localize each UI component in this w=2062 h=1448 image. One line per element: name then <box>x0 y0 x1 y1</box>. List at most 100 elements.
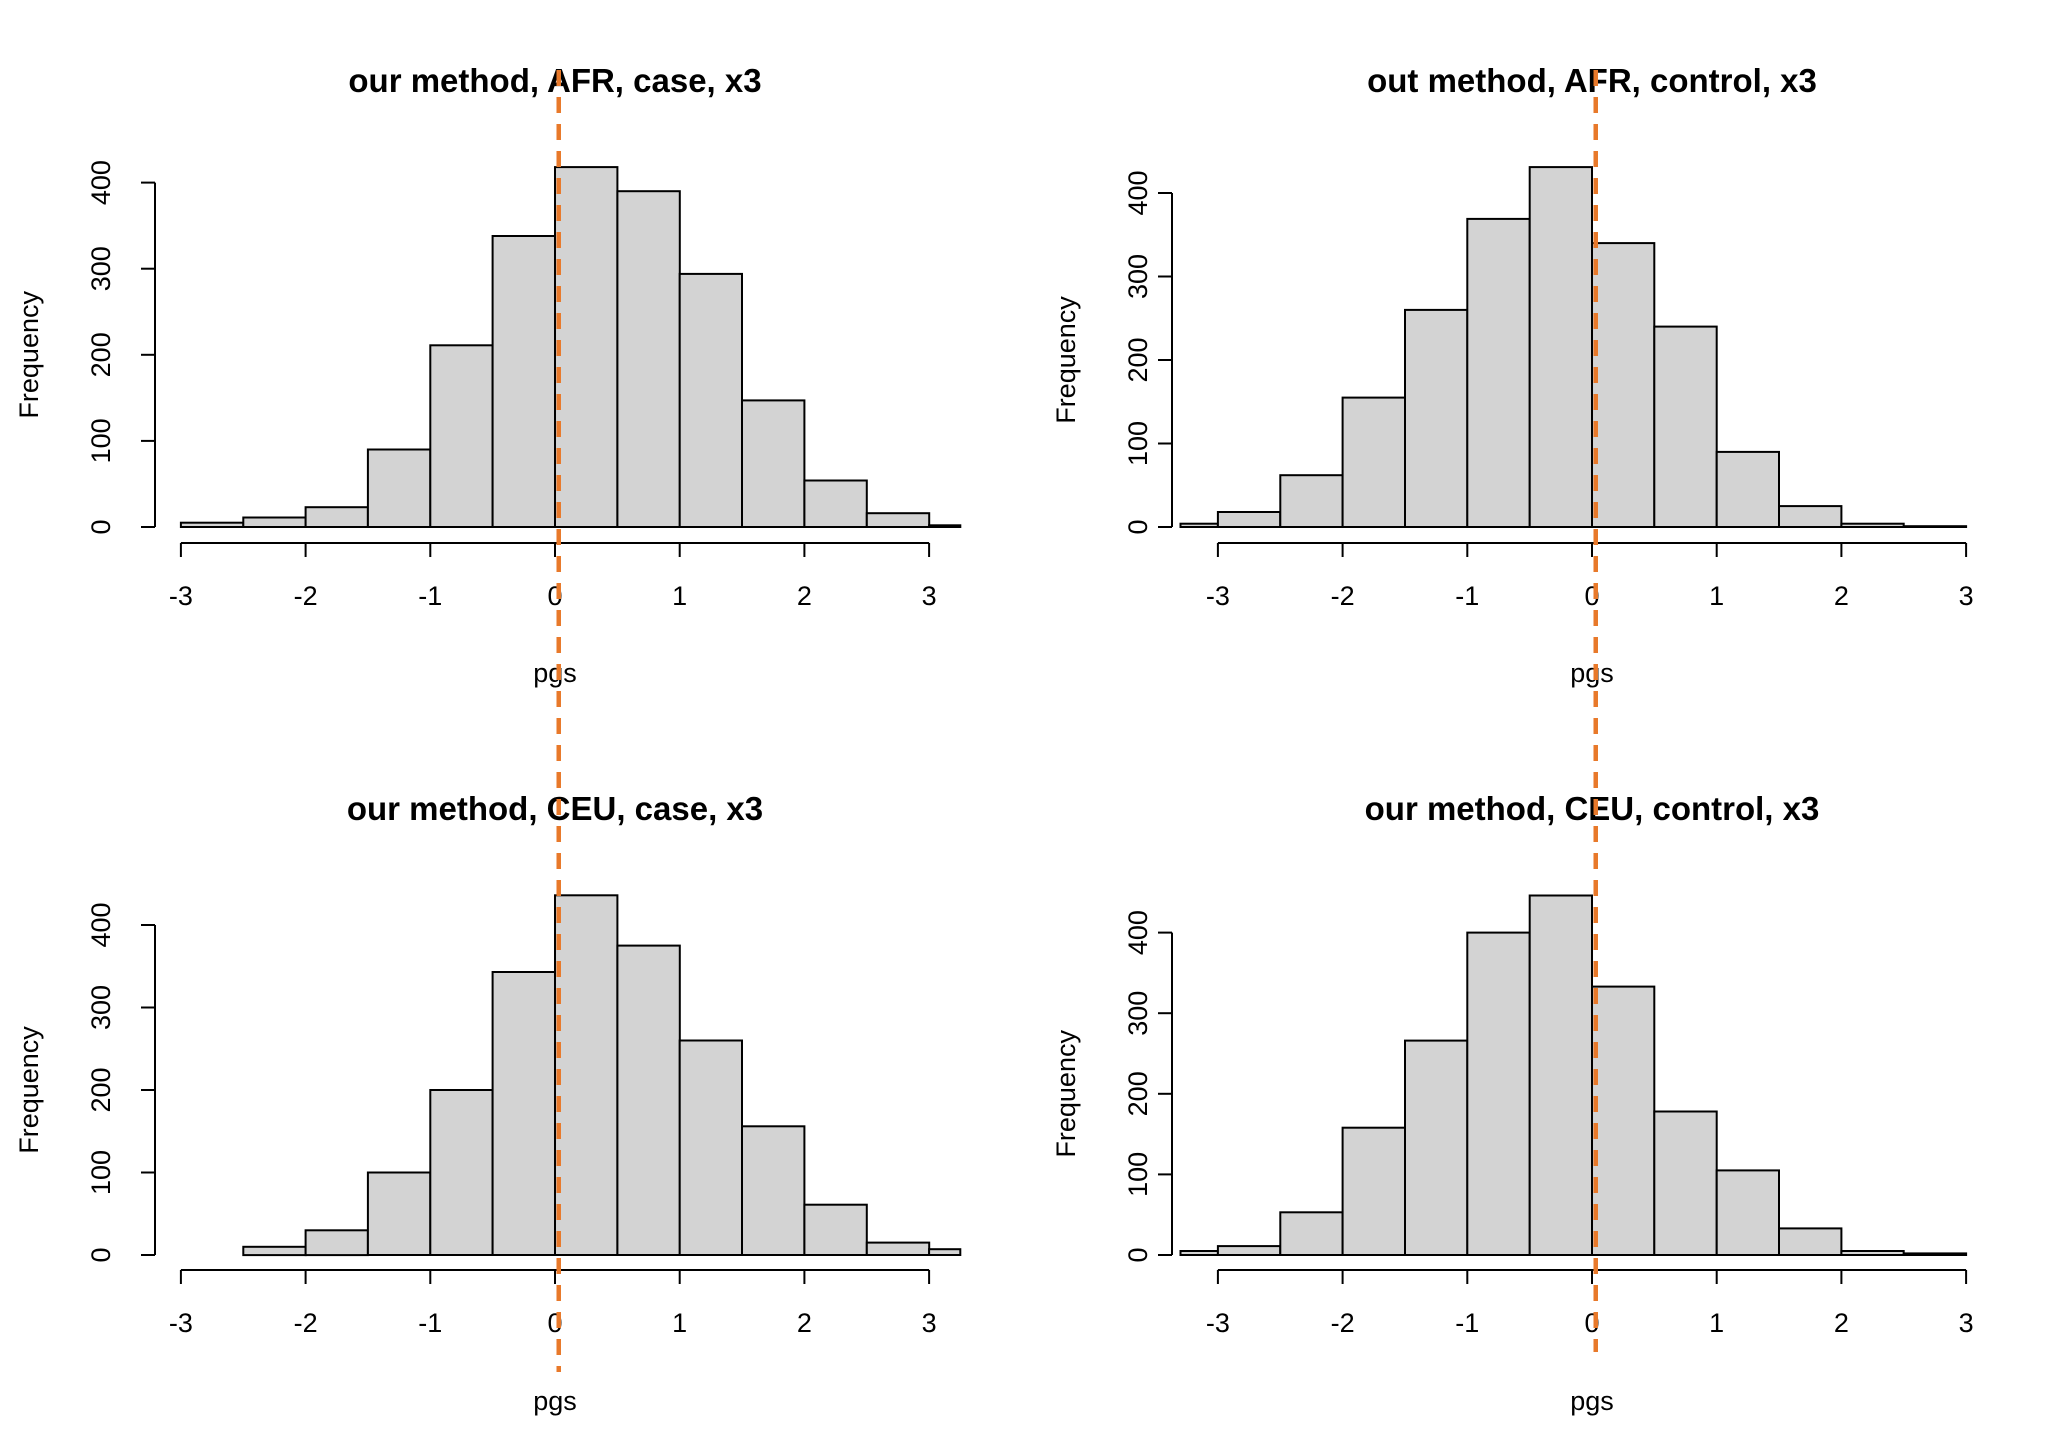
histogram-bar <box>1216 1245 1282 1256</box>
histogram-bar <box>1778 505 1843 529</box>
x-tick-label: -1 <box>418 581 442 611</box>
x-tick-label: -2 <box>1331 1308 1355 1338</box>
histogram-bar <box>1840 1250 1905 1256</box>
histogram-bar <box>1404 1039 1469 1256</box>
histogram-bar <box>179 521 245 529</box>
x-tick-label: -1 <box>418 1308 442 1338</box>
histogram-bar <box>1528 166 1593 528</box>
histogram-bar <box>491 235 557 528</box>
histogram-bar <box>429 1089 494 1256</box>
histogram-bar <box>554 166 619 528</box>
histogram-bar <box>865 1241 931 1256</box>
x-axis-label: pgs <box>1570 1386 1614 1416</box>
y-tick-label: 0 <box>1123 1247 1153 1262</box>
histogram-bar <box>741 399 806 528</box>
x-tick-label: -1 <box>1455 581 1479 611</box>
y-tick-label: 200 <box>86 1067 116 1112</box>
y-tick-label: 300 <box>86 246 116 291</box>
histogram-bar <box>1466 931 1531 1256</box>
histogram-bar <box>242 516 307 528</box>
y-tick-label: 300 <box>1123 991 1153 1036</box>
histogram-bar <box>741 1125 806 1257</box>
y-tick-label: 400 <box>86 160 116 205</box>
x-axis-label: pgs <box>533 1386 577 1416</box>
histogram-bar <box>1216 511 1282 528</box>
x-tick-label: 1 <box>1709 581 1724 611</box>
histogram-bar <box>554 894 619 1256</box>
x-tick-label: -2 <box>1331 581 1355 611</box>
histogram-bar <box>1778 1227 1843 1257</box>
x-tick-label: -2 <box>294 1308 318 1338</box>
y-tick-label: 300 <box>86 985 116 1030</box>
histogram-bar <box>304 506 369 529</box>
y-tick-label: 200 <box>86 332 116 377</box>
y-tick-label: 0 <box>1123 519 1153 534</box>
chart-title: our method, CEU, case, x3 <box>347 790 763 827</box>
histogram-bar <box>1902 525 1968 529</box>
histogram-bar <box>1902 1252 1968 1257</box>
histogram-bar <box>1653 325 1718 528</box>
x-tick-label: 1 <box>672 581 687 611</box>
histogram-bar <box>1179 522 1219 529</box>
y-tick-label: 0 <box>86 1247 116 1262</box>
histogram-bar <box>1715 450 1780 528</box>
chart-title: our method, CEU, control, x3 <box>1365 790 1820 827</box>
histogram-bar <box>928 1248 962 1256</box>
x-tick-label: 3 <box>922 1308 937 1338</box>
y-tick-label: 0 <box>86 519 116 534</box>
histogram-bar <box>1840 522 1905 529</box>
histogram-bar <box>366 448 432 528</box>
x-tick-label: -3 <box>169 581 193 611</box>
histogram-bar <box>1279 474 1344 529</box>
x-tick-label: 3 <box>1959 581 1974 611</box>
x-tick-label: 2 <box>1834 1308 1849 1338</box>
x-tick-label: -3 <box>1206 581 1230 611</box>
histogram-bar <box>803 479 868 528</box>
x-tick-label: 2 <box>797 1308 812 1338</box>
histogram-bar <box>1179 1250 1219 1256</box>
x-tick-label: -1 <box>1455 1308 1479 1338</box>
x-tick-label: 2 <box>1834 581 1849 611</box>
histogram-bar <box>491 971 557 1256</box>
histogram-bar <box>1466 217 1531 528</box>
chart-title: out method, AFR, control, x3 <box>1367 62 1817 99</box>
y-tick-label: 400 <box>1123 910 1153 955</box>
histogram-bar <box>1341 1126 1406 1256</box>
histogram-bar <box>678 1039 744 1256</box>
histogram-bar <box>366 1171 432 1256</box>
histogram-bar <box>928 524 962 528</box>
y-tick-label: 100 <box>86 418 116 463</box>
histogram-bar <box>865 512 931 529</box>
x-tick-label: 2 <box>797 581 812 611</box>
histogram-bar <box>678 272 744 528</box>
histogram-bar <box>304 1229 369 1257</box>
histogram-bar <box>1528 894 1593 1256</box>
y-axis-label: Frequency <box>14 291 44 419</box>
y-tick-label: 100 <box>86 1150 116 1195</box>
histogram-bar <box>1591 242 1656 528</box>
x-tick-label: 1 <box>1709 1308 1724 1338</box>
histogram-bar <box>1715 1169 1780 1257</box>
y-axis-label: Frequency <box>1051 296 1081 424</box>
y-tick-label: 300 <box>1123 254 1153 299</box>
histogram-bar <box>1341 396 1406 528</box>
histogram-bar <box>242 1245 307 1257</box>
histogram-bar <box>1591 985 1656 1256</box>
histogram-bar <box>1404 308 1469 528</box>
x-axis-label: pgs <box>533 658 577 688</box>
y-tick-label: 100 <box>1123 1152 1153 1197</box>
histogram-bar <box>616 944 681 1256</box>
chart-title: our method, AFR, case, x3 <box>348 62 761 99</box>
x-tick-label: 3 <box>1959 1308 1974 1338</box>
y-tick-label: 400 <box>86 902 116 947</box>
y-axis-label: Frequency <box>1051 1030 1081 1158</box>
y-axis-label: Frequency <box>14 1026 44 1154</box>
x-tick-label: 1 <box>672 1308 687 1338</box>
x-tick-label: 3 <box>922 581 937 611</box>
x-tick-label: -2 <box>294 581 318 611</box>
